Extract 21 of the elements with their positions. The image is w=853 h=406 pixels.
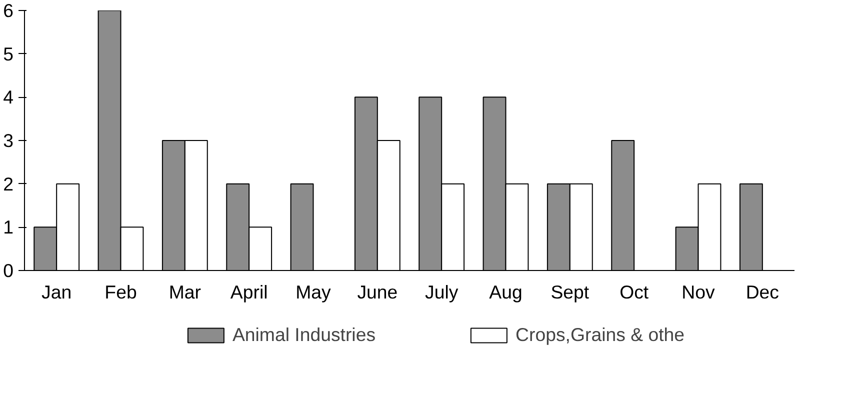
x-tick-label: Mar [168, 282, 201, 302]
legend-label: Crops,Grains & othe [516, 324, 685, 346]
x-tick-label: Nov [682, 282, 716, 302]
y-tick-label: 3 [3, 130, 14, 151]
x-tick-label: Oct [620, 282, 650, 302]
x-tick-label: June [357, 282, 398, 302]
y-tick-label: 5 [3, 43, 14, 64]
y-tick-label: 1 [3, 216, 14, 238]
y-tick-label: 4 [3, 86, 14, 108]
legend-label: Animal Industries [232, 324, 376, 346]
x-tick-label: Feb [104, 282, 137, 302]
x-tick-label: April [230, 282, 268, 302]
x-tick-label: Sept [550, 282, 590, 302]
x-tick-label: Jan [42, 282, 72, 302]
y-tick-label: 6 [3, 0, 14, 21]
y-tick-label: 0 [3, 260, 14, 281]
x-tick-label: May [296, 282, 332, 302]
x-tick-label: Dec [746, 282, 780, 302]
y-tick-label: 2 [3, 173, 14, 194]
x-tick-label: Aug [489, 282, 522, 302]
x-tick-label: July [424, 282, 459, 302]
